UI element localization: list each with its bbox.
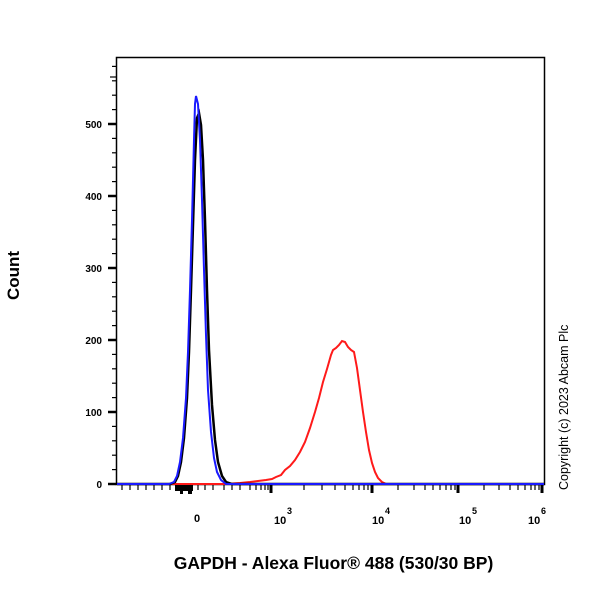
svg-text:10: 10 <box>372 515 384 527</box>
y-axis-label: Count <box>4 250 23 300</box>
svg-text:3: 3 <box>287 506 292 516</box>
svg-text:0: 0 <box>96 480 102 491</box>
svg-text:200: 200 <box>85 336 102 347</box>
svg-text:500: 500 <box>85 120 102 131</box>
svg-text:10: 10 <box>459 515 471 527</box>
series-gapdh-red <box>117 339 544 485</box>
x-axis <box>121 485 544 494</box>
y-axis <box>108 65 116 486</box>
svg-text:6: 6 <box>541 506 546 516</box>
plot-frame <box>115 56 546 486</box>
x-tick-labels: 0 10 3 10 4 10 5 10 6 <box>194 506 546 527</box>
svg-text:300: 300 <box>85 264 102 275</box>
copyright-notice: Copyright (c) 2023 Abcam Plc <box>557 324 571 490</box>
svg-text:10: 10 <box>528 515 540 527</box>
x-axis-label: GAPDH - Alexa Fluor® 488 (530/30 BP) <box>173 553 494 573</box>
y-tick-labels: 0 100 200 300 400 500 <box>85 120 102 491</box>
svg-text:10: 10 <box>274 515 286 527</box>
svg-text:0: 0 <box>194 513 200 525</box>
series-isotype-blue <box>117 95 544 485</box>
svg-text:400: 400 <box>85 192 102 203</box>
svg-text:5: 5 <box>472 506 477 516</box>
svg-text:4: 4 <box>385 506 390 516</box>
svg-text:100: 100 <box>85 408 102 419</box>
